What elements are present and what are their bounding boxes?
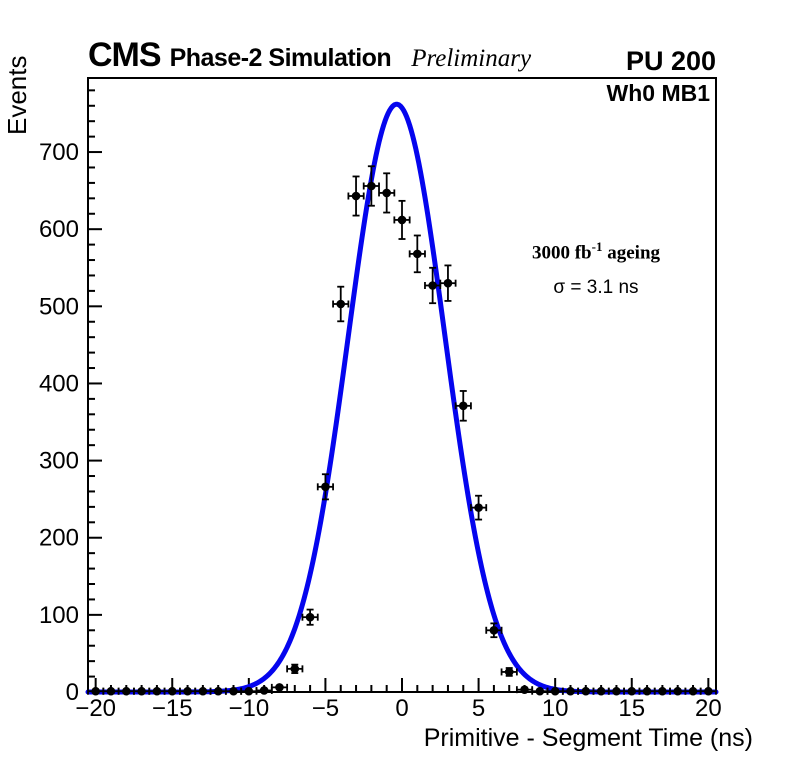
y-tick-label: 700 [39, 139, 79, 166]
ageing-lumi-exponent: -1 [591, 239, 603, 254]
data-point-marker [596, 686, 606, 696]
plot-frame [87, 77, 717, 693]
data-point-marker [321, 482, 330, 492]
data-point-marker [704, 686, 713, 696]
data-point-marker [367, 181, 376, 191]
ageing-lumi: 3000 fb [531, 242, 592, 264]
data-point-marker [550, 686, 560, 696]
x-axis-title: Primitive - Segment Time (ns) [423, 724, 753, 752]
data-point-marker [106, 686, 116, 696]
data-point-marker [213, 686, 223, 696]
ageing-suffix: ageing [602, 242, 661, 264]
preliminary-label: Preliminary [411, 45, 532, 72]
data-point-marker [229, 686, 238, 696]
data-point-marker [428, 281, 437, 290]
pileup-label: PU 200 [625, 46, 716, 76]
x-tick-label: 15 [618, 695, 645, 722]
data-point-marker [627, 686, 637, 696]
data-point-marker [244, 686, 254, 696]
data-point-marker [137, 686, 146, 696]
y-tick-label: 100 [39, 602, 79, 629]
data-point-marker [305, 612, 315, 622]
x-tick-label: −20 [75, 695, 116, 722]
data-point-marker [642, 686, 652, 696]
x-tick-label: 20 [695, 695, 722, 722]
x-tick-label: 0 [395, 695, 408, 722]
data-point-marker [535, 686, 545, 696]
header-left: CMS Phase-2 Simulation Preliminary [88, 36, 531, 75]
x-tick-label: −15 [152, 695, 193, 722]
data-point-marker [658, 686, 667, 696]
experiment-logo-text: CMS [88, 36, 162, 74]
data-point-marker [198, 686, 208, 696]
y-tick-label: 400 [39, 370, 79, 397]
y-tick-label: 200 [39, 525, 79, 552]
data-point-marker [489, 625, 499, 635]
data-point-marker [152, 686, 162, 696]
data-point-marker [259, 686, 269, 695]
sigma-annotation: σ = 3.1 ns [553, 277, 639, 298]
y-tick-label: 300 [39, 448, 79, 475]
data-point-marker [581, 686, 591, 696]
x-tick-label: −10 [228, 695, 269, 722]
gaussian-fit-curve [85, 101, 719, 695]
simulation-label: Phase-2 Simulation [169, 44, 392, 72]
x-tick-label: 5 [472, 695, 485, 722]
data-point-marker [183, 686, 192, 696]
chamber-label: Wh0 MB1 [606, 80, 711, 106]
data-point-marker [443, 278, 453, 288]
data-point-marker [458, 401, 468, 411]
x-tick-label: 10 [542, 695, 569, 722]
y-tick-label: 500 [39, 293, 79, 320]
x-tick-label: −5 [312, 695, 339, 722]
data-point-marker [397, 215, 407, 225]
data-point-marker [612, 686, 621, 696]
ageing-annotation: 3000 fb-1 ageing [470, 239, 722, 264]
data-point-marker [290, 664, 300, 674]
data-point-marker [382, 188, 391, 198]
y-tick-label: 0 [66, 679, 79, 706]
y-tick-label: 600 [39, 216, 79, 243]
data-point-marker [91, 686, 100, 696]
data-point-marker [351, 191, 361, 201]
data-point-marker [167, 686, 177, 696]
data-point-marker [336, 299, 346, 309]
data-point-marker [275, 683, 284, 692]
data-point-marker [688, 686, 698, 696]
data-point-marker [673, 686, 683, 696]
data-point-marker [121, 686, 131, 696]
data-point-marker [474, 503, 483, 512]
data-point-marker [413, 249, 422, 259]
y-axis-title: Events [2, 55, 32, 136]
data-point-marker [504, 667, 514, 677]
data-point-marker [520, 685, 529, 694]
data-point-marker [566, 686, 575, 696]
